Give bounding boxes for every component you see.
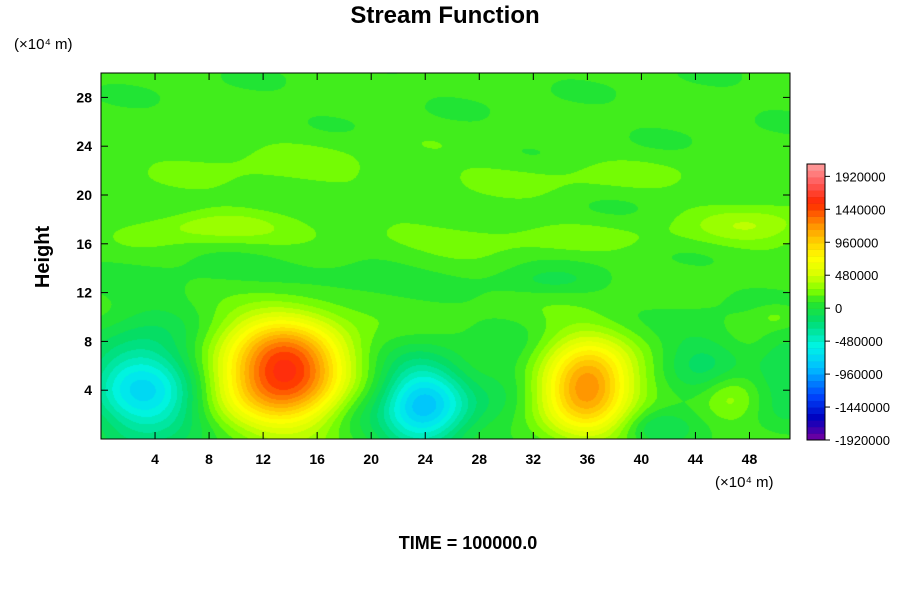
x-tick-label: 36 bbox=[580, 451, 596, 467]
x-unit-label: (×10⁴ m) bbox=[715, 474, 774, 491]
colorbar-label: 1920000 bbox=[835, 169, 886, 184]
colorbar-band bbox=[807, 256, 825, 263]
colorbar-band bbox=[807, 302, 825, 309]
colorbar-label: 480000 bbox=[835, 268, 878, 283]
x-tick-label: 28 bbox=[471, 451, 487, 467]
colorbar-band bbox=[807, 177, 825, 185]
colorbar-band bbox=[807, 321, 825, 329]
x-tick-label: 40 bbox=[634, 451, 650, 467]
y-axis-label: Height bbox=[32, 226, 54, 289]
colorbar-band bbox=[807, 269, 825, 277]
y-unit-label: (×10⁴ m) bbox=[14, 36, 73, 53]
colorbar-band bbox=[807, 380, 825, 388]
y-tick-label: 12 bbox=[76, 285, 92, 301]
stream-function-field bbox=[101, 73, 790, 439]
colorbar-band bbox=[807, 341, 825, 349]
colorbar-band bbox=[807, 426, 825, 434]
x-tick-label: 20 bbox=[363, 451, 379, 467]
colorbar-label: -1440000 bbox=[835, 400, 890, 415]
colorbar-label: 960000 bbox=[835, 235, 878, 250]
y-tick-label: 24 bbox=[76, 138, 92, 154]
colorbar-band bbox=[807, 367, 825, 375]
y-tick-label: 16 bbox=[76, 236, 92, 252]
colorbar-band bbox=[807, 387, 825, 395]
colorbar-band bbox=[807, 183, 825, 191]
colorbar-band bbox=[807, 288, 825, 296]
colorbar-frame bbox=[806, 163, 826, 441]
x-tick-label: 44 bbox=[688, 451, 704, 467]
colorbar-band bbox=[807, 348, 825, 355]
colorbar-band bbox=[807, 394, 825, 401]
colorbar-band bbox=[807, 190, 825, 198]
x-tick-label: 32 bbox=[526, 451, 542, 467]
x-tick-label: 24 bbox=[417, 451, 433, 467]
colorbar-band bbox=[807, 334, 825, 342]
y-tick-label: 28 bbox=[76, 89, 92, 105]
colorbar-label: 1440000 bbox=[835, 202, 886, 217]
colorbar-band bbox=[807, 196, 825, 204]
colorbar-label: -1920000 bbox=[835, 433, 890, 448]
colorbar-label: 0 bbox=[835, 301, 842, 316]
x-tick-label: 16 bbox=[309, 451, 325, 467]
colorbar-band bbox=[807, 275, 825, 283]
colorbar-band bbox=[807, 315, 825, 323]
colorbar-band bbox=[807, 328, 825, 336]
colorbar-band bbox=[807, 433, 825, 441]
y-axis-ticks: 4 8 12 16 20 24 28 bbox=[76, 89, 790, 398]
colorbar-band bbox=[807, 210, 825, 217]
colorbar-band bbox=[807, 242, 825, 250]
colorbar-band bbox=[807, 308, 825, 316]
colorbar-band bbox=[807, 407, 825, 415]
colorbar-band bbox=[807, 203, 825, 211]
colorbar-band bbox=[807, 262, 825, 270]
y-tick-label: 20 bbox=[76, 187, 92, 203]
x-axis-ticks: 4 8 12 16 20 24 28 32 36 40 44 48 bbox=[151, 73, 757, 467]
colorbar-band bbox=[807, 229, 825, 237]
plot-frame bbox=[100, 72, 791, 440]
colorbar-bands bbox=[807, 163, 825, 441]
colorbar-band bbox=[807, 170, 825, 178]
colorbar-band bbox=[807, 282, 825, 290]
colorbar-band bbox=[807, 249, 825, 257]
colorbar-labels: 1920000 1440000 960000 480000 0 -480000 -96000… bbox=[825, 169, 890, 448]
x-tick-label: 48 bbox=[742, 451, 758, 467]
colorbar-band bbox=[807, 216, 825, 224]
colorbar-band bbox=[807, 413, 825, 421]
chart-title: Stream Function bbox=[350, 2, 539, 29]
colorbar-label: -960000 bbox=[835, 367, 883, 382]
y-tick-label: 4 bbox=[84, 382, 92, 398]
colorbar-band bbox=[807, 420, 825, 428]
colorbar: 1920000 1440000 960000 480000 0 -480000 -96000… bbox=[806, 163, 890, 448]
colorbar-band bbox=[807, 400, 825, 408]
x-tick-label: 8 bbox=[205, 451, 213, 467]
colorbar-band bbox=[807, 295, 825, 303]
colorbar-band bbox=[807, 223, 825, 231]
y-tick-label: 8 bbox=[84, 333, 92, 349]
colorbar-band bbox=[807, 361, 825, 369]
time-label: TIME = 100000.0 bbox=[399, 533, 538, 553]
colorbar-band bbox=[807, 374, 825, 382]
x-tick-label: 12 bbox=[255, 451, 271, 467]
x-tick-label: 4 bbox=[151, 451, 159, 467]
colorbar-band bbox=[807, 236, 825, 244]
colorbar-band bbox=[807, 354, 825, 362]
colorbar-label: -480000 bbox=[835, 334, 883, 349]
colorbar-band bbox=[807, 164, 825, 171]
